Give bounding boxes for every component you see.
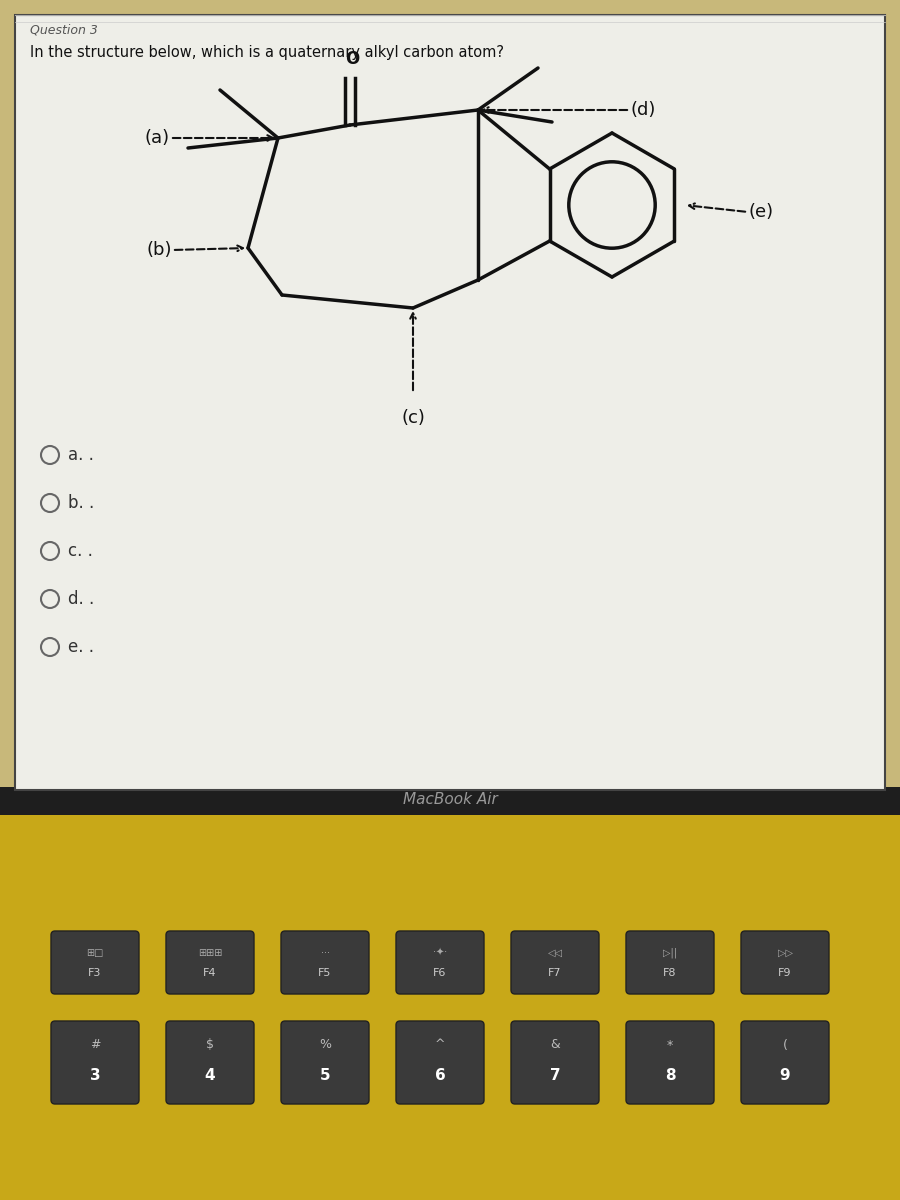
Text: 9: 9 [779, 1068, 790, 1082]
Text: ▷▷: ▷▷ [778, 948, 793, 958]
FancyBboxPatch shape [51, 931, 139, 994]
FancyBboxPatch shape [281, 1021, 369, 1104]
Text: (b): (b) [147, 241, 172, 259]
Text: 6: 6 [435, 1068, 446, 1082]
Bar [0, 787, 900, 815]
FancyBboxPatch shape [626, 1021, 714, 1104]
FancyBboxPatch shape [281, 931, 369, 994]
Text: F5: F5 [319, 968, 332, 978]
Text: (: ( [783, 1038, 788, 1051]
Bar [15, 14, 885, 790]
Text: b. .: b. . [68, 494, 94, 512]
Text: $: $ [206, 1038, 214, 1051]
Text: (a): (a) [145, 128, 170, 146]
FancyBboxPatch shape [626, 931, 714, 994]
Text: ▷||: ▷|| [663, 948, 677, 959]
Text: 4: 4 [204, 1068, 215, 1082]
Text: ⊞⊞⊞: ⊞⊞⊞ [198, 948, 222, 958]
FancyBboxPatch shape [511, 1021, 599, 1104]
FancyBboxPatch shape [51, 1021, 139, 1104]
Text: c. .: c. . [68, 542, 93, 560]
Text: F9: F9 [778, 968, 792, 978]
FancyBboxPatch shape [511, 931, 599, 994]
Text: &: & [550, 1038, 560, 1051]
Text: MacBook Air: MacBook Air [402, 792, 498, 808]
Text: *: * [667, 1038, 673, 1051]
FancyBboxPatch shape [741, 1021, 829, 1104]
Text: ^: ^ [435, 1038, 446, 1051]
Text: F6: F6 [433, 968, 446, 978]
Text: In the structure below, which is a quaternary alkyl carbon atom?: In the structure below, which is a quate… [30, 44, 504, 60]
Text: 7: 7 [550, 1068, 561, 1082]
FancyBboxPatch shape [166, 931, 254, 994]
Bar [0, 810, 900, 1200]
Text: ⊞□: ⊞□ [86, 948, 104, 958]
Text: 5: 5 [320, 1068, 330, 1082]
Text: F4: F4 [203, 968, 217, 978]
Text: ◁◁: ◁◁ [547, 948, 562, 958]
Text: a. .: a. . [68, 446, 94, 464]
FancyBboxPatch shape [396, 1021, 484, 1104]
Text: (e): (e) [748, 203, 773, 221]
FancyBboxPatch shape [741, 931, 829, 994]
Text: O: O [345, 50, 359, 68]
Text: #: # [90, 1038, 100, 1051]
Text: %: % [319, 1038, 331, 1051]
Text: d. .: d. . [68, 590, 94, 608]
FancyBboxPatch shape [396, 931, 484, 994]
Text: ·✦·: ·✦· [433, 948, 447, 958]
Text: e. .: e. . [68, 638, 94, 656]
Text: Question 3: Question 3 [30, 24, 98, 36]
Text: ···: ··· [320, 948, 329, 958]
Text: (c): (c) [401, 409, 425, 427]
Text: F7: F7 [548, 968, 562, 978]
Text: (d): (d) [630, 101, 655, 119]
Text: 3: 3 [90, 1068, 100, 1082]
Text: F3: F3 [88, 968, 102, 978]
Text: 8: 8 [665, 1068, 675, 1082]
Text: F8: F8 [663, 968, 677, 978]
FancyBboxPatch shape [166, 1021, 254, 1104]
